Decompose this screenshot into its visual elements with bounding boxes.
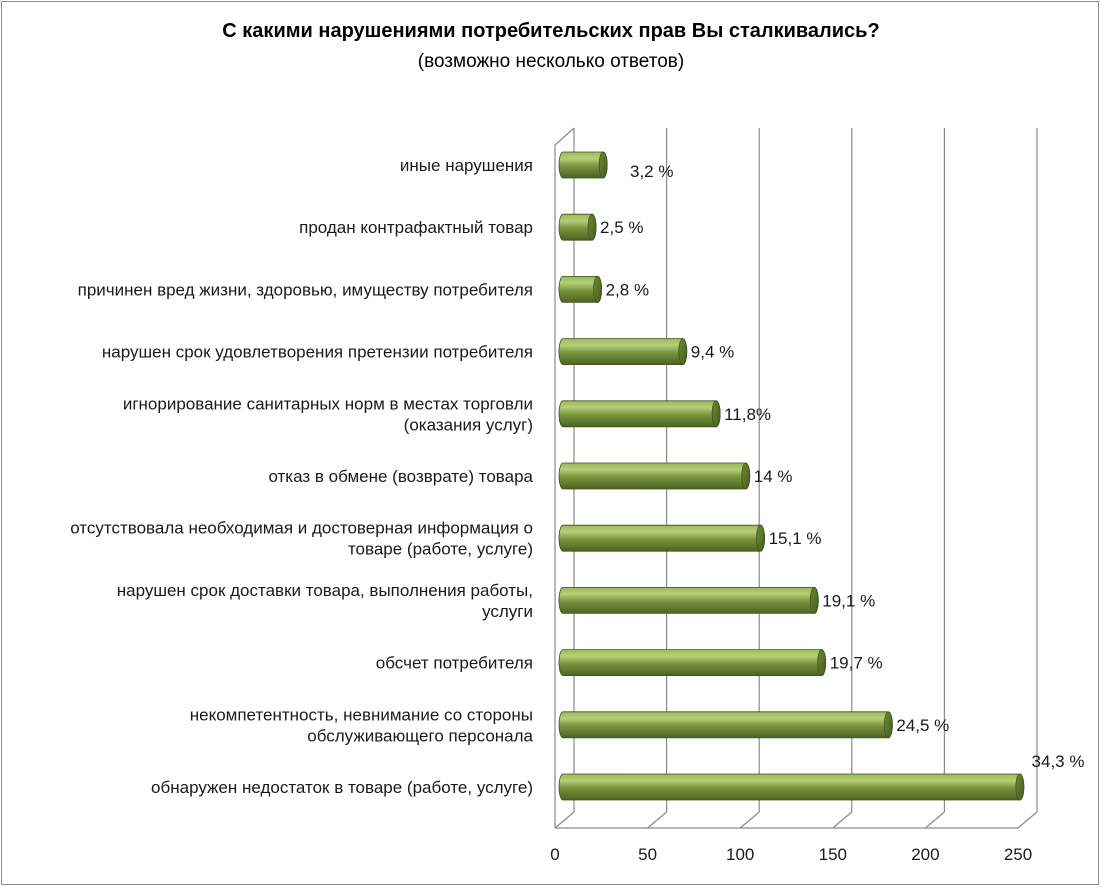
category-label: отсутствовала необходимая и достоверная … [70, 519, 533, 559]
bar-body [558, 338, 688, 365]
bar-cap [883, 711, 893, 739]
data-label: 2,5 % [600, 218, 643, 237]
floor-gridline [739, 811, 760, 829]
bar-body [558, 400, 721, 428]
category-label: отказ в обмене (возврате) товара [268, 467, 533, 486]
data-labels: 34,3 % 24,5 % 19,7 % 19,1 % 15,1 % 14 % 11,8% 9… [600, 162, 1084, 771]
floor-gridline [1017, 811, 1038, 829]
x-tick-label: 0 [550, 845, 559, 864]
floor-gridline [832, 811, 853, 829]
bar-cap [817, 649, 827, 676]
x-tick-label: 150 [819, 845, 847, 864]
bar [558, 587, 819, 614]
category-label: иные нарушения [400, 156, 533, 175]
bar-cap [741, 462, 751, 490]
bar-body [558, 524, 765, 552]
bar-body [558, 773, 1025, 801]
bar-cap [756, 524, 765, 552]
bar [558, 275, 602, 303]
category-label: обсчет потребителя [376, 654, 533, 673]
data-label: 3,2 % [630, 162, 673, 181]
bar-cap [1015, 773, 1025, 801]
data-label: 19,1 % [822, 591, 875, 610]
bar [558, 151, 608, 179]
floor-gridline [647, 811, 667, 829]
bar-cap [711, 400, 721, 428]
data-label: 24,5 % [896, 716, 949, 735]
data-label: 2,8 % [606, 280, 649, 299]
data-label: 34,3 % [1032, 752, 1085, 771]
bar-cap [587, 213, 597, 241]
floor-gridline [925, 811, 945, 829]
category-label: нарушен срок доставки товара, выполнения… [117, 581, 533, 621]
floor-gridline [554, 811, 575, 829]
x-tick-label: 200 [911, 845, 939, 864]
chart-title: С какими нарушениями потребительских пра… [222, 20, 880, 42]
category-label: причинен вред жизни, здоровью, имуществу… [78, 280, 533, 299]
bar [558, 462, 751, 490]
bars [558, 151, 1025, 801]
bar-cap [809, 587, 819, 614]
data-label: 9,4 % [691, 343, 734, 362]
x-tick-label: 50 [638, 845, 657, 864]
data-label: 19,7 % [830, 654, 883, 673]
bar [558, 400, 721, 428]
bar [558, 711, 893, 739]
category-label: некомпетентность, невнимание со стороны о… [190, 705, 534, 745]
bar [558, 524, 765, 552]
chart-subtitle: (возможно несколько ответов) [417, 51, 685, 72]
bar [558, 773, 1025, 801]
bar-cap [598, 151, 608, 179]
bar-cap [678, 338, 688, 366]
bar-body [558, 587, 819, 614]
x-axis-ticks: 0 50 100 150 200 250 [550, 845, 1032, 864]
x-tick-label: 250 [1004, 845, 1032, 864]
data-label: 14 % [754, 467, 793, 486]
category-label: игнорирование санитарных норм в местах т… [123, 394, 533, 434]
x-tick-label: 100 [726, 845, 754, 864]
bar [558, 338, 688, 366]
category-labels: обнаружен недостаток в товаре (работе, у… [70, 156, 533, 797]
category-label: нарушен срок удовлетворения претензии по… [102, 343, 533, 362]
bar [558, 213, 597, 241]
category-label: продан контрафактный товар [299, 218, 533, 237]
bar-body [558, 462, 751, 490]
side-wall-top [554, 127, 575, 146]
bar-body [558, 649, 827, 676]
data-label: 11,8% [724, 405, 771, 424]
bar-cap [593, 275, 602, 303]
bar [558, 649, 827, 676]
data-label: 15,1 % [769, 529, 822, 548]
category-label: обнаружен недостаток в товаре (работе, у… [151, 778, 533, 797]
bar-body [558, 711, 893, 739]
